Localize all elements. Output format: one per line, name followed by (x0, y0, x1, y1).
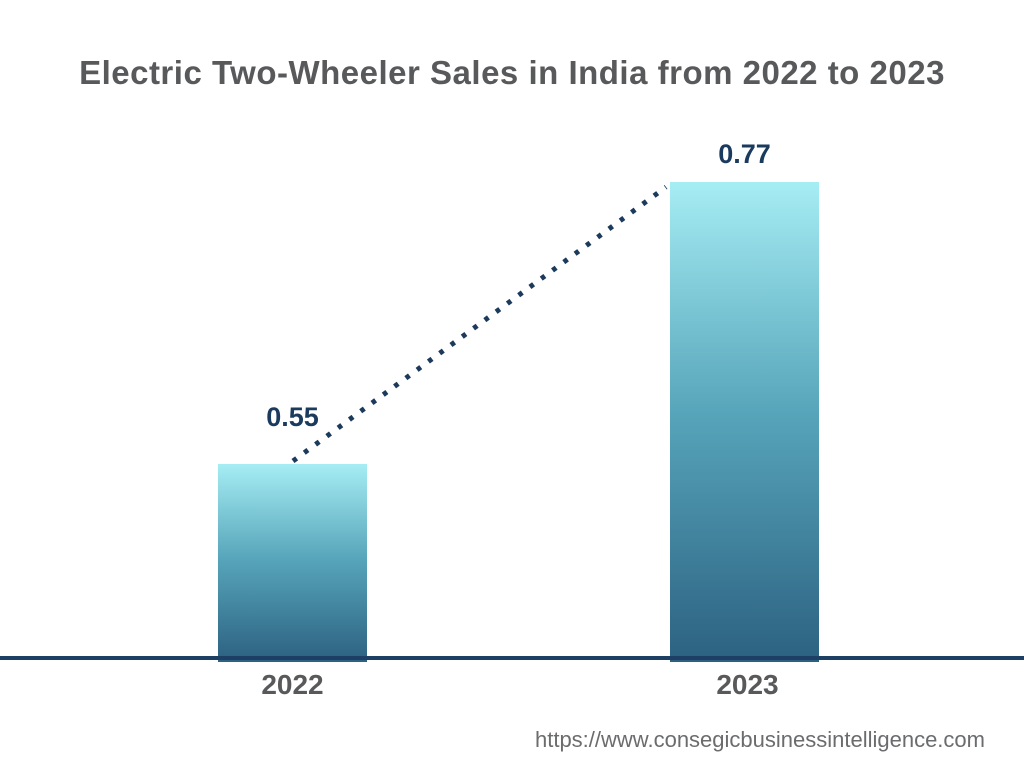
category-label-2023: 2023 (716, 669, 779, 700)
chart-title: Electric Two-Wheeler Sales in India from… (79, 54, 945, 91)
category-label-2022: 2022 (261, 669, 324, 700)
value-label-2022: 0.55 (266, 402, 319, 432)
value-label-2023: 0.77 (718, 139, 771, 169)
source-url-text: https://www.consegicbusinessintelligence… (534, 727, 985, 752)
x-axis-line (0, 656, 1024, 660)
bar-2022 (218, 464, 367, 662)
bar-2023 (670, 182, 819, 662)
